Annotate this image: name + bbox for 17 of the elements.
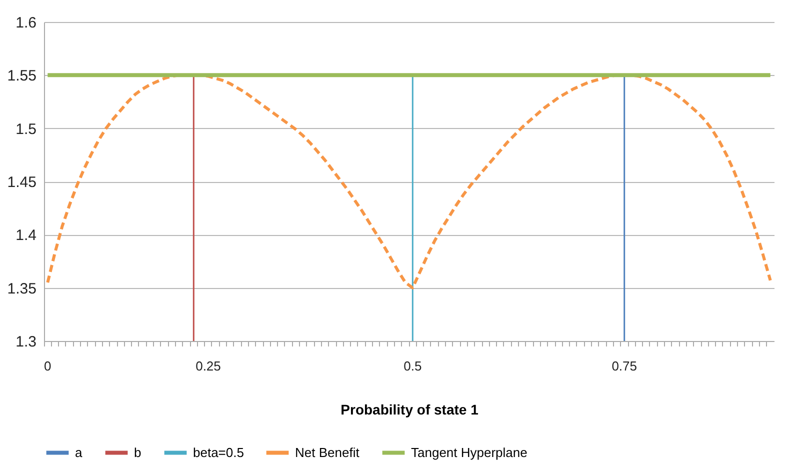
y-tick-label: 1.55 bbox=[7, 68, 36, 85]
legend-label: Tangent Hyperplane bbox=[411, 444, 528, 460]
y-tick-label: 1.35 bbox=[7, 280, 36, 298]
legend-label: beta=0.5 bbox=[193, 444, 244, 460]
y-tick-label: 1.5 bbox=[16, 120, 36, 138]
x-axis-title: Probability of state 1 bbox=[340, 402, 479, 418]
legend-label: b bbox=[134, 444, 142, 460]
legend-label: a bbox=[75, 444, 83, 460]
x-tick-label: 0.25 bbox=[196, 358, 221, 374]
x-tick-label: 0.75 bbox=[612, 358, 638, 374]
y-tick-label: 1.4 bbox=[16, 227, 36, 244]
y-tick-label: 1.3 bbox=[16, 334, 36, 350]
y-tick-label: 1.6 bbox=[16, 14, 36, 32]
legend-label: Net Benefit bbox=[295, 444, 360, 460]
x-tick-label: 0.5 bbox=[404, 358, 422, 374]
y-tick-label: 1.45 bbox=[7, 174, 36, 191]
x-tick-label: 0 bbox=[44, 358, 52, 374]
